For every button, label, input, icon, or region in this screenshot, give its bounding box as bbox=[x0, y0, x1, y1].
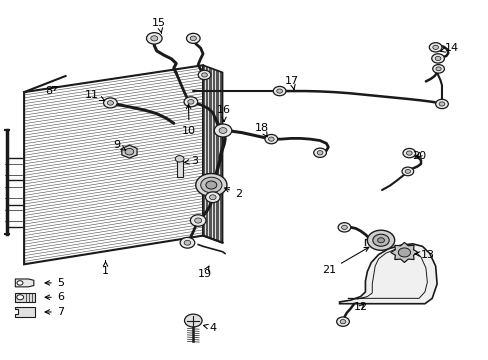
Text: 20: 20 bbox=[411, 150, 425, 161]
Circle shape bbox=[103, 98, 117, 108]
Circle shape bbox=[377, 238, 384, 243]
Circle shape bbox=[195, 174, 226, 197]
Circle shape bbox=[107, 101, 113, 105]
Text: 9: 9 bbox=[113, 140, 125, 150]
Circle shape bbox=[273, 86, 285, 96]
Circle shape bbox=[432, 64, 444, 73]
Circle shape bbox=[198, 70, 210, 80]
Circle shape bbox=[125, 148, 134, 155]
Circle shape bbox=[184, 314, 202, 327]
Circle shape bbox=[205, 192, 220, 203]
Circle shape bbox=[187, 100, 194, 104]
Text: 1: 1 bbox=[102, 261, 109, 276]
Circle shape bbox=[194, 218, 201, 223]
Text: 13: 13 bbox=[414, 249, 434, 260]
Circle shape bbox=[341, 225, 346, 229]
Polygon shape bbox=[122, 145, 137, 158]
Circle shape bbox=[205, 181, 216, 189]
Text: 16: 16 bbox=[217, 105, 230, 121]
Circle shape bbox=[372, 234, 388, 246]
Text: 5: 5 bbox=[45, 278, 63, 288]
Text: 18: 18 bbox=[254, 123, 268, 137]
Circle shape bbox=[17, 281, 23, 285]
Circle shape bbox=[438, 102, 444, 106]
Text: 6: 6 bbox=[45, 292, 63, 302]
Circle shape bbox=[402, 148, 415, 158]
Text: 8: 8 bbox=[45, 86, 57, 96]
Circle shape bbox=[146, 33, 162, 44]
Circle shape bbox=[201, 73, 207, 77]
Circle shape bbox=[406, 151, 411, 155]
Circle shape bbox=[313, 148, 326, 157]
Text: 19: 19 bbox=[197, 266, 211, 279]
Text: 10: 10 bbox=[182, 104, 196, 135]
Circle shape bbox=[336, 317, 348, 326]
Text: 12: 12 bbox=[353, 302, 367, 312]
Circle shape bbox=[190, 215, 205, 226]
Circle shape bbox=[401, 167, 413, 176]
Circle shape bbox=[264, 134, 277, 144]
Circle shape bbox=[209, 195, 216, 200]
Circle shape bbox=[17, 295, 23, 300]
Text: 17: 17 bbox=[285, 76, 299, 90]
Polygon shape bbox=[203, 65, 222, 243]
Circle shape bbox=[398, 248, 410, 257]
Circle shape bbox=[214, 124, 231, 137]
Circle shape bbox=[180, 237, 194, 248]
Circle shape bbox=[175, 156, 183, 162]
Circle shape bbox=[431, 54, 444, 63]
Polygon shape bbox=[15, 279, 34, 287]
Text: 7: 7 bbox=[45, 307, 64, 317]
Circle shape bbox=[435, 67, 440, 71]
Circle shape bbox=[405, 170, 409, 173]
Polygon shape bbox=[390, 242, 417, 262]
Text: 14: 14 bbox=[440, 43, 458, 53]
Text: 2: 2 bbox=[224, 188, 242, 199]
Text: 11: 11 bbox=[85, 90, 104, 101]
Polygon shape bbox=[15, 307, 35, 317]
Text: 21: 21 bbox=[322, 247, 368, 275]
Text: 4: 4 bbox=[203, 323, 216, 333]
Circle shape bbox=[150, 36, 158, 41]
Circle shape bbox=[183, 97, 197, 107]
Bar bbox=[15, 293, 35, 302]
Circle shape bbox=[190, 36, 196, 41]
Circle shape bbox=[337, 223, 350, 232]
Circle shape bbox=[268, 137, 274, 141]
Circle shape bbox=[276, 89, 282, 93]
Circle shape bbox=[219, 127, 226, 134]
Circle shape bbox=[432, 45, 438, 49]
Circle shape bbox=[200, 177, 222, 193]
Bar bbox=[176, 159, 182, 177]
Circle shape bbox=[317, 150, 322, 155]
Polygon shape bbox=[339, 244, 436, 304]
Circle shape bbox=[434, 56, 440, 60]
Circle shape bbox=[186, 33, 200, 43]
Text: 15: 15 bbox=[152, 18, 166, 33]
Text: 3: 3 bbox=[184, 156, 198, 166]
Circle shape bbox=[366, 230, 394, 250]
Circle shape bbox=[428, 42, 441, 52]
Circle shape bbox=[435, 99, 447, 109]
Circle shape bbox=[184, 240, 190, 245]
Circle shape bbox=[340, 320, 345, 324]
